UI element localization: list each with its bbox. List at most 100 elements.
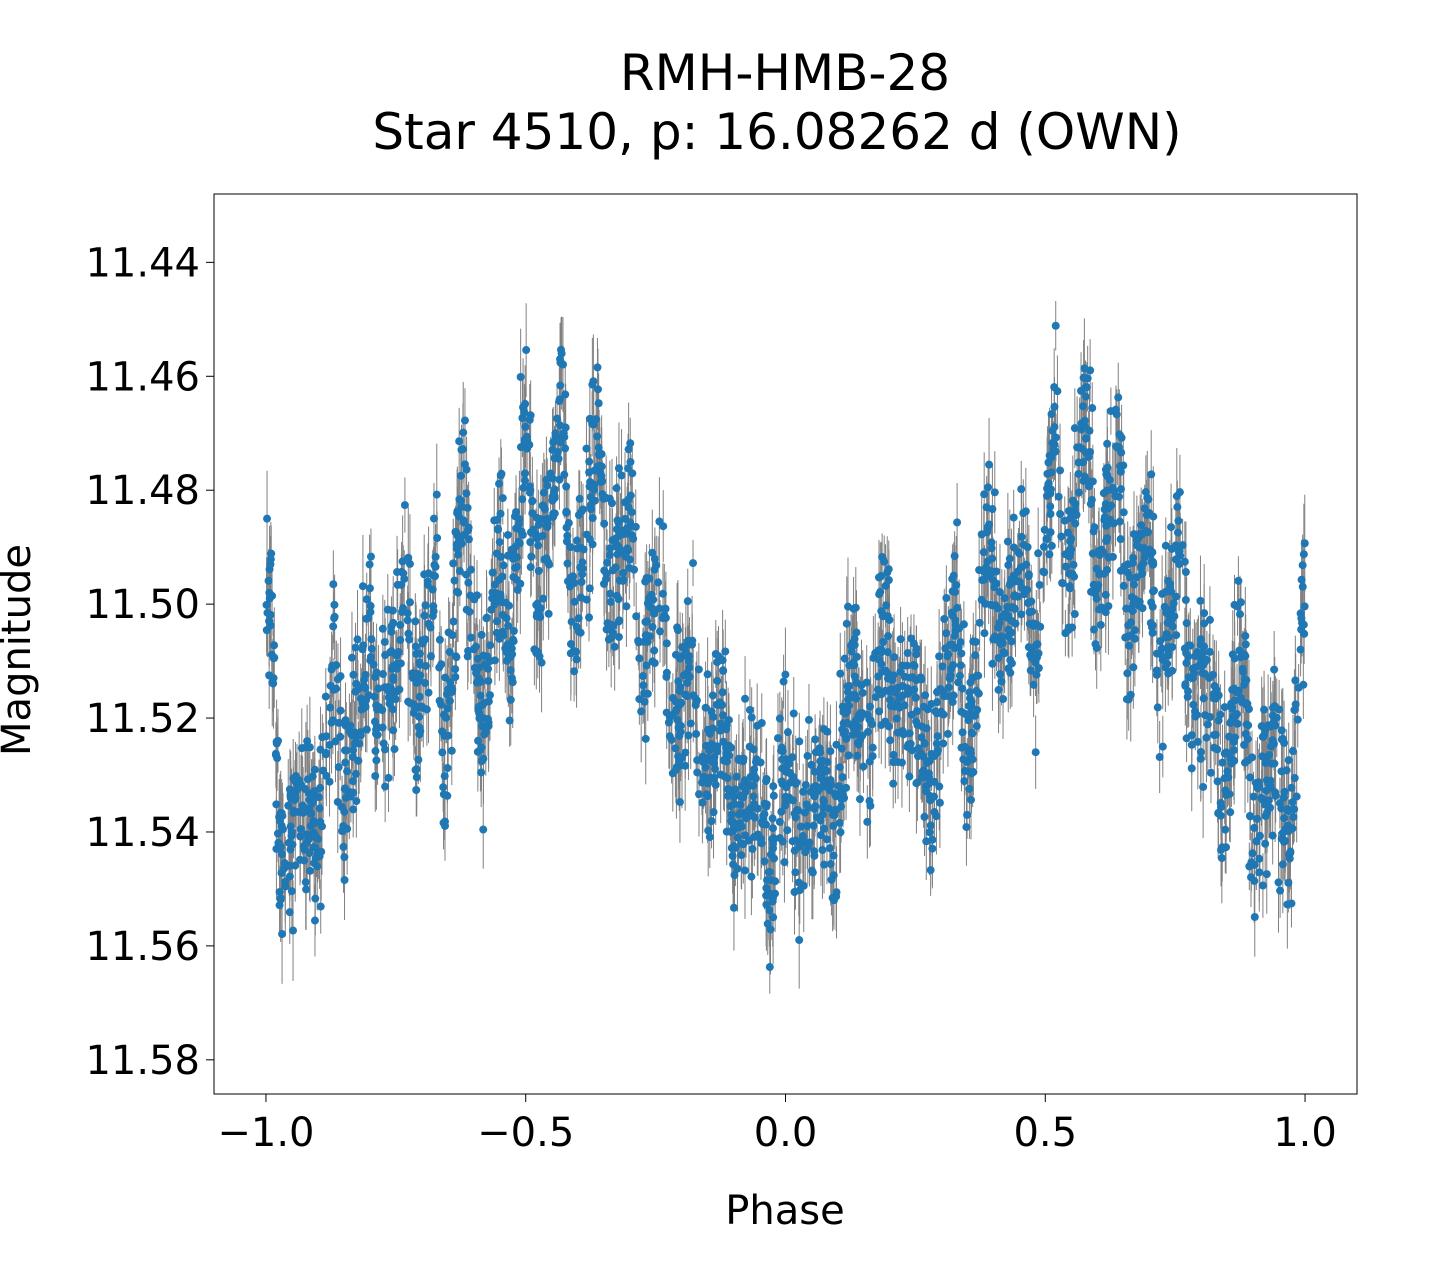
data-point	[933, 746, 942, 755]
data-point	[548, 474, 557, 483]
data-point	[662, 668, 671, 677]
data-point	[1116, 485, 1125, 494]
data-point	[1099, 489, 1108, 498]
data-point	[516, 579, 525, 588]
data-point	[1299, 620, 1308, 629]
data-point	[1167, 587, 1176, 596]
data-point	[329, 622, 338, 631]
data-point	[536, 604, 545, 613]
data-point	[352, 679, 361, 688]
data-point	[457, 445, 466, 454]
data-point	[1141, 488, 1150, 497]
data-point	[612, 484, 621, 493]
data-point	[823, 783, 832, 792]
data-point	[527, 552, 536, 561]
data-point	[336, 706, 345, 715]
data-point	[439, 783, 448, 792]
data-point	[826, 860, 835, 869]
data-point	[899, 730, 908, 739]
data-point	[316, 902, 325, 911]
data-point	[340, 876, 349, 885]
data-point	[1275, 799, 1284, 808]
data-point	[676, 721, 685, 730]
x-tick-label: 0.0	[754, 1110, 818, 1156]
data-point	[875, 707, 884, 716]
data-point	[958, 684, 967, 693]
data-point	[913, 707, 922, 716]
x-tick-label: 0.5	[1013, 1110, 1077, 1156]
data-point	[577, 578, 586, 587]
data-point	[339, 822, 348, 831]
data-point	[781, 792, 790, 801]
data-point	[786, 768, 795, 777]
data-point	[498, 572, 507, 581]
data-point	[1013, 577, 1022, 586]
data-point	[551, 435, 560, 444]
data-point	[311, 818, 320, 827]
data-point	[296, 832, 305, 841]
data-point	[1253, 814, 1262, 823]
data-point	[1225, 790, 1234, 799]
data-point	[1271, 788, 1280, 797]
data-point	[1167, 523, 1176, 532]
data-point	[632, 612, 641, 621]
data-point	[387, 627, 396, 636]
data-point	[769, 913, 778, 922]
data-point	[987, 538, 996, 547]
data-point	[397, 580, 406, 589]
data-point	[1249, 792, 1258, 801]
data-point	[807, 866, 816, 875]
data-point	[834, 782, 843, 791]
data-point	[1262, 870, 1271, 879]
data-point	[726, 816, 735, 825]
data-point	[384, 773, 393, 782]
data-point	[432, 490, 441, 499]
data-point	[719, 666, 728, 675]
data-point	[1043, 534, 1052, 543]
data-point	[1250, 823, 1259, 832]
data-point	[1157, 644, 1166, 653]
data-point	[440, 772, 449, 781]
data-point	[713, 658, 722, 667]
data-point	[470, 663, 479, 672]
data-point	[264, 576, 273, 585]
data-point	[1287, 783, 1296, 792]
data-point	[399, 569, 408, 578]
data-point	[1223, 767, 1232, 776]
data-point	[1086, 499, 1095, 508]
data-point	[557, 349, 566, 358]
data-point	[303, 737, 312, 746]
data-point	[1163, 659, 1172, 668]
data-point	[950, 631, 959, 640]
data-point	[719, 756, 728, 765]
data-point	[267, 549, 276, 558]
data-point	[492, 617, 501, 626]
data-point	[942, 594, 951, 603]
data-point	[1227, 717, 1236, 726]
data-point	[649, 595, 658, 604]
data-point	[724, 716, 733, 725]
data-point	[952, 581, 961, 590]
data-point	[1181, 680, 1190, 689]
data-point	[744, 836, 753, 845]
data-point	[1257, 722, 1266, 731]
data-point	[722, 749, 731, 758]
data-point	[412, 773, 421, 782]
data-point	[1132, 573, 1141, 582]
data-point	[520, 408, 529, 417]
data-point	[810, 767, 819, 776]
data-point	[1225, 732, 1234, 741]
data-point	[1163, 618, 1172, 627]
data-point	[926, 821, 935, 830]
data-point	[464, 578, 473, 587]
data-point	[866, 702, 875, 711]
data-point	[847, 647, 856, 656]
data-point	[1127, 593, 1136, 602]
data-point	[1132, 536, 1141, 545]
data-point	[760, 857, 769, 866]
data-point	[1026, 666, 1035, 675]
data-point	[775, 817, 784, 826]
data-point	[1121, 633, 1130, 642]
data-point	[538, 531, 547, 540]
y-tick-label: 11.46	[85, 354, 200, 400]
